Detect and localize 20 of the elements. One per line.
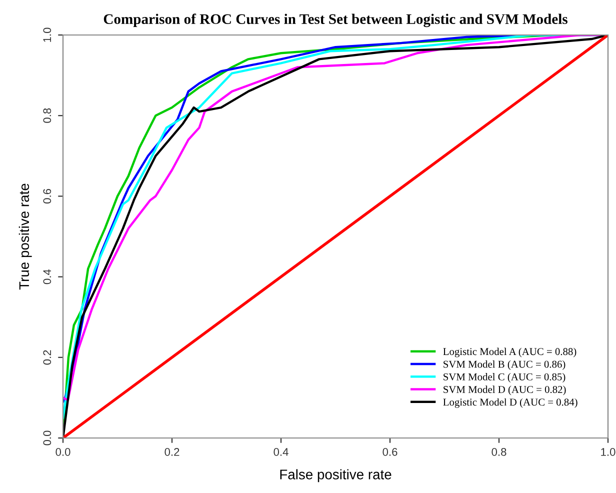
legend-label: SVM Model D (AUC = 0.82)	[444, 386, 566, 396]
chart-title: Comparison of ROC Curves in Test Set between Logistic and SVM Models	[104, 14, 568, 28]
legend-label: SVM Model C (AUC = 0.85)	[444, 373, 566, 382]
x-tick-label: 0.2	[164, 448, 180, 456]
legend-label: SVM Model B (AUC = 0.86)	[444, 360, 566, 370]
y-tick-label: 0.6	[43, 188, 52, 204]
y-axis-title: True positive rate	[18, 184, 32, 290]
x-axis-title: False positive rate	[280, 469, 392, 482]
y-tick-label: 0.2	[43, 350, 52, 365]
legend-label: Logistic Model A (AUC = 0.88)	[443, 348, 576, 358]
x-tick-label: 0.6	[382, 448, 398, 456]
legend-label: Logistic Model D (AUC = 0.84)	[443, 398, 578, 408]
x-tick-label: 1.0	[601, 448, 616, 456]
y-tick-label: 0.8	[43, 108, 52, 123]
y-tick-label: 0.0	[43, 430, 52, 446]
y-tick-label: 0.4	[43, 269, 52, 284]
x-tick-label: 0.8	[492, 448, 506, 456]
x-tick-label: 0.0	[56, 448, 70, 456]
y-tick-label: 1.0	[43, 28, 52, 42]
x-tick-label: 0.4	[274, 448, 288, 456]
